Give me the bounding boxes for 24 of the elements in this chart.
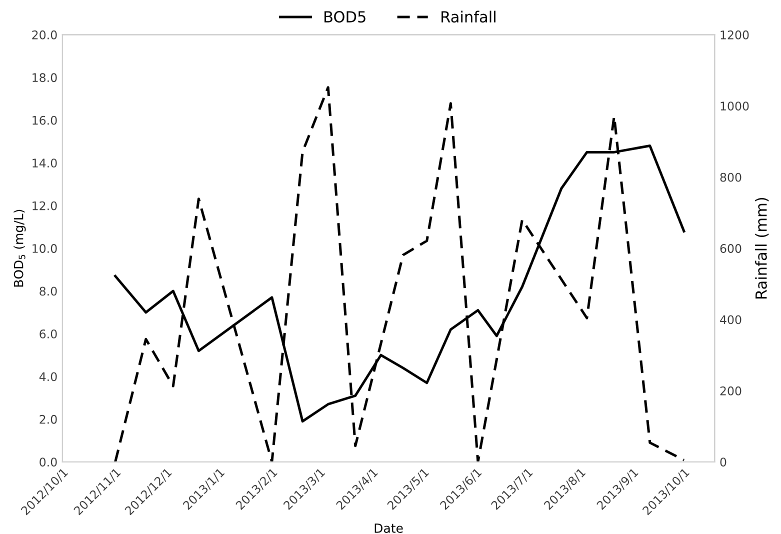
legend-label: Rainfall (442, 10, 496, 23)
y-tick-label: 18.0 (32, 73, 57, 82)
y2-tick-label: 0 (720, 458, 726, 467)
y2-tick-label: 600 (720, 244, 742, 253)
y-tick-label: 6.0 (40, 329, 57, 338)
y2-tick-label: 200 (720, 386, 742, 396)
y-tick-label: 14.0 (32, 158, 57, 168)
y-tick-label: 2.0 (40, 414, 57, 424)
y2-tick-label: 1200 (720, 30, 749, 40)
y-tick-label: 20.0 (32, 30, 57, 40)
y-tick-label: 12.0 (32, 201, 57, 210)
y-tick-label: 0.0 (40, 458, 57, 467)
legend-label: BOD5 (324, 11, 366, 23)
x-axis-title: Date (374, 524, 403, 533)
y-tick-label: 10.0 (32, 244, 57, 253)
y-tick-label: 16.0 (32, 116, 57, 125)
line-series (114, 86, 686, 462)
y-tick-label: 4.0 (39, 372, 57, 382)
y2-axis-title: Rainfall (mm) (755, 198, 769, 298)
y-tick-label: 8.0 (40, 286, 57, 296)
y2-tick-label: 1000 (720, 102, 749, 111)
y2-tick-label: 800 (720, 172, 742, 182)
y2-tick-label: 400 (720, 315, 742, 324)
y-axis-title: BOD$_{5}$ (mg/L) (14, 210, 26, 287)
